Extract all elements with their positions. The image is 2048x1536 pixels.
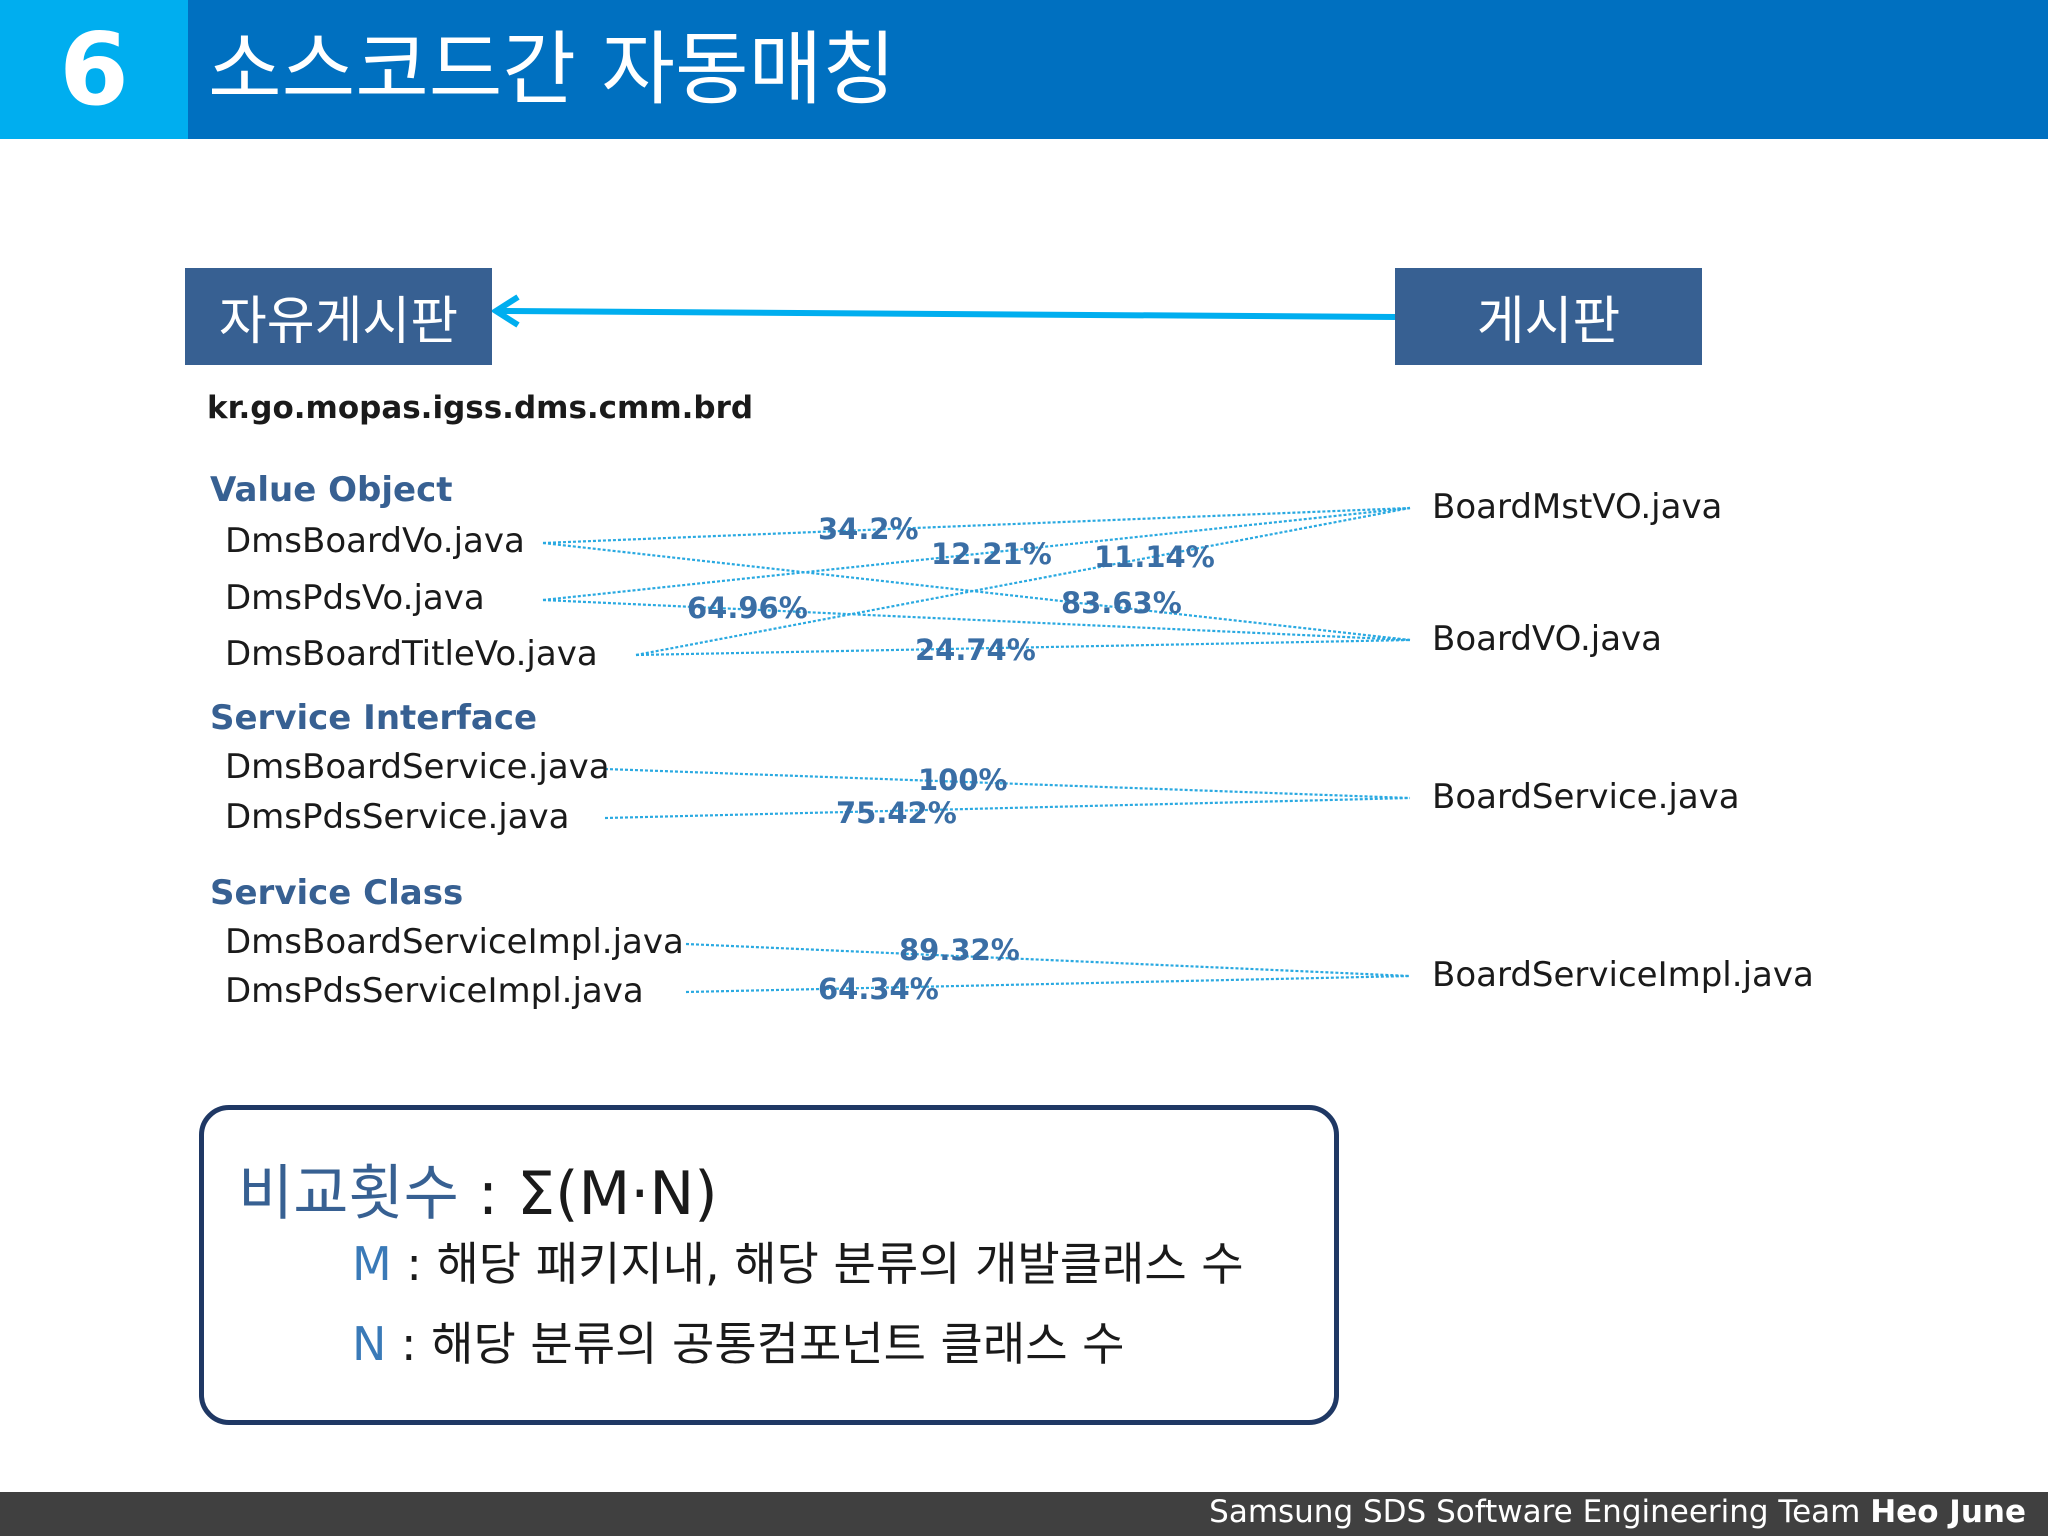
- match-line: [685, 942, 1411, 978]
- match-pct: 24.74%: [915, 633, 1036, 667]
- footer-team: Samsung SDS Software Engineering Team: [1209, 1494, 1871, 1530]
- footer-bar: [0, 1492, 2048, 1536]
- match-pct: 64.96%: [687, 591, 808, 625]
- match-pct: 64.34%: [818, 972, 939, 1006]
- match-line: [604, 767, 1411, 800]
- left-file-dms-board-vo: DmsBoardVo.java: [225, 521, 525, 561]
- formula-box: [199, 1105, 1339, 1425]
- match-pct: 75.42%: [836, 796, 957, 830]
- formula-main: 비교횟수 : Σ(M·N): [238, 1145, 718, 1232]
- right-file-board-vo: BoardVO.java: [1432, 619, 1663, 659]
- left-file-dms-board-service: DmsBoardService.java: [225, 747, 610, 787]
- right-file-board-service-impl: BoardServiceImpl.java: [1432, 955, 1814, 995]
- formula-n-line: N : 해당 분류의 공통컴포넌트 클래스 수: [352, 1308, 1124, 1374]
- match-pct: 34.2%: [818, 512, 919, 546]
- package-box-free-board: 자유게시판: [185, 268, 492, 365]
- footer-author: Heo June: [1870, 1494, 2026, 1530]
- section-number: 6: [0, 0, 188, 139]
- match-line: [685, 974, 1411, 994]
- match-line: [542, 541, 1411, 642]
- header-bar: [188, 0, 2048, 139]
- left-file-dms-pds-vo: DmsPdsVo.java: [225, 578, 485, 618]
- match-pct: 100%: [918, 763, 1008, 797]
- left-file-dms-pds-service-impl: DmsPdsServiceImpl.java: [225, 971, 644, 1011]
- package-path: kr.go.mopas.igss.dms.cmm.brd: [207, 390, 754, 426]
- match-line: [542, 506, 1411, 602]
- formula-n-var: N: [352, 1317, 387, 1371]
- match-pct: 89.32%: [899, 933, 1020, 967]
- formula-label: 비교횟수: [238, 1159, 459, 1229]
- formula-m-desc: : 해당 패키지내, 해당 분류의 개발클래스 수: [391, 1237, 1244, 1291]
- formula-m-line: M : 해당 패키지내, 해당 분류의 개발클래스 수: [352, 1228, 1244, 1294]
- match-line: [604, 796, 1411, 820]
- right-file-board-mst-vo: BoardMstVO.java: [1432, 487, 1723, 527]
- category-value-object: Value Object: [210, 470, 453, 510]
- match-pct: 83.63%: [1061, 586, 1182, 620]
- footer-credit: Samsung SDS Software Engineering Team He…: [1209, 1494, 2026, 1530]
- category-service-class: Service Class: [210, 873, 464, 913]
- page-title: 소스코드간 자동매칭: [208, 23, 896, 116]
- match-line: [635, 638, 1411, 657]
- right-file-board-service: BoardService.java: [1432, 777, 1740, 817]
- package-box-board: 게시판: [1395, 268, 1702, 365]
- match-line: [635, 506, 1411, 657]
- package-arrow: [490, 294, 1396, 328]
- left-file-dms-board-title-vo: DmsBoardTitleVo.java: [225, 634, 598, 674]
- formula-n-desc: : 해당 분류의 공통컴포넌트 클래스 수: [386, 1317, 1125, 1371]
- match-pct: 11.14%: [1094, 540, 1215, 574]
- category-service-interface: Service Interface: [210, 698, 538, 738]
- formula-expr: : Σ(M·N): [458, 1159, 718, 1229]
- match-pct: 12.21%: [931, 537, 1052, 571]
- formula-m-var: M: [352, 1237, 392, 1291]
- left-file-dms-board-service-impl: DmsBoardServiceImpl.java: [225, 922, 684, 962]
- left-file-dms-pds-service: DmsPdsService.java: [225, 797, 570, 837]
